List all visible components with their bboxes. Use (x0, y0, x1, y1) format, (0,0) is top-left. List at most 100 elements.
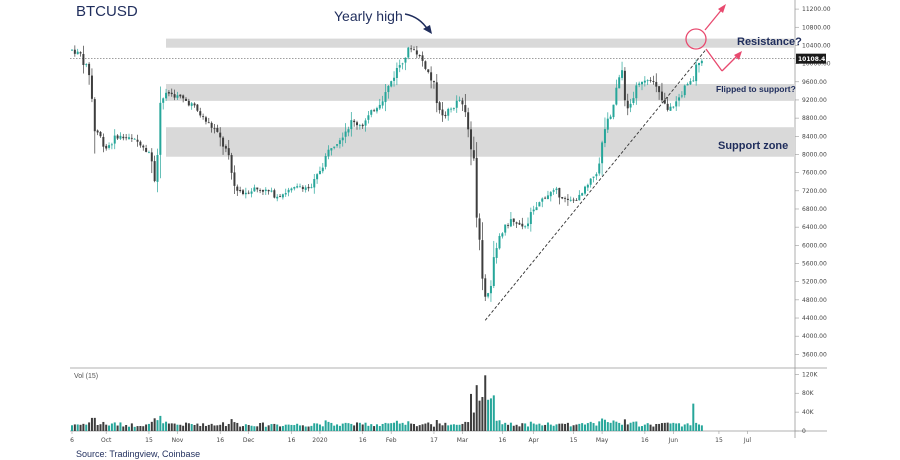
volume-bar (680, 426, 683, 431)
price-tick-label: 7200.00 (802, 188, 827, 195)
volume-bar (182, 425, 185, 431)
candle-body (122, 136, 125, 139)
candle-body (421, 55, 424, 61)
volume-bar (370, 424, 373, 431)
candle-body (652, 81, 655, 82)
candle-body (299, 186, 301, 188)
candle-body (535, 207, 538, 211)
time-tick-label: May (596, 437, 609, 444)
volume-bar (261, 422, 264, 431)
candle-body (256, 187, 259, 190)
volume-bar (663, 422, 666, 431)
candle-body (244, 192, 247, 195)
candle-body (105, 145, 108, 149)
candle-body (162, 98, 165, 103)
volume-bar (159, 415, 162, 431)
volume-bar (327, 421, 330, 431)
time-tick-label: Apr (529, 437, 540, 444)
candle-body (185, 98, 187, 101)
candle-body (692, 80, 695, 82)
candle-body (207, 122, 210, 124)
candle-body (145, 148, 148, 152)
candle-body (410, 48, 413, 50)
volume-bar (85, 424, 88, 431)
volume-bar (204, 425, 207, 431)
candle-body (136, 139, 139, 142)
volume-bar (108, 425, 111, 431)
time-tick-label: Nov (172, 437, 184, 444)
candle-body (130, 137, 133, 139)
time-tick-label: Mar (457, 437, 469, 444)
volume-bar (310, 425, 313, 431)
volume-bar (356, 422, 358, 431)
volume-bar (564, 423, 567, 431)
volume-bar (472, 412, 475, 431)
volume-bar (558, 423, 561, 431)
candle-body (90, 75, 93, 99)
candle-body (96, 130, 99, 133)
candle-body (296, 186, 299, 188)
candle-body (680, 95, 683, 97)
candle-body (609, 116, 612, 119)
volume-bar (341, 423, 344, 431)
candle-body (623, 70, 626, 101)
candle-body (538, 202, 541, 207)
volume-bar (145, 424, 148, 431)
zone-resistance (166, 38, 795, 48)
candle-body (110, 144, 113, 146)
volume-bar (549, 424, 552, 431)
volume-bar (692, 403, 695, 431)
volume-bar (660, 423, 663, 431)
candle-body (427, 69, 430, 73)
candle-body (398, 65, 401, 68)
candle-body (378, 104, 381, 109)
volume-bar (239, 426, 242, 431)
candle-body (586, 184, 589, 188)
candle-body (253, 187, 256, 192)
volume-bar (71, 425, 73, 431)
yearly-high-label: Yearly high (334, 8, 403, 24)
time-tick-label: Dec (243, 437, 255, 444)
volume-bar (179, 424, 182, 431)
candle-body (481, 240, 484, 279)
candle-body (358, 125, 361, 127)
candle-body (204, 117, 207, 122)
candle-body (629, 103, 632, 108)
volume-tick-label: 120K (802, 371, 818, 378)
candle-body (187, 100, 190, 106)
volume-bar (350, 423, 353, 431)
price-tick-label: 10400.00 (802, 42, 831, 49)
volume-bar (612, 420, 615, 431)
candle-body (199, 111, 202, 116)
volume-bar (244, 424, 247, 431)
volume-bar (76, 424, 79, 431)
volume-bar (481, 397, 484, 431)
candle-body (424, 61, 427, 69)
volume-bar (130, 423, 133, 431)
candle-body (524, 226, 527, 228)
candle-body (213, 128, 216, 130)
volume-bar (361, 424, 364, 431)
yearly-high-arrowhead (423, 25, 432, 34)
volume-bar (632, 421, 635, 431)
breakout-up-arrowhead (718, 4, 726, 13)
candle-body (464, 105, 467, 113)
volume-bar (515, 424, 518, 431)
candle-body (601, 142, 604, 164)
volume-bar (170, 423, 173, 431)
candle-body (452, 108, 455, 110)
candle-body (281, 194, 284, 198)
candle-body (641, 81, 643, 85)
candle-body (515, 222, 518, 224)
candle-body (584, 186, 586, 194)
candle-body (375, 108, 378, 112)
volume-bar (683, 424, 686, 431)
volume-bar (299, 425, 301, 431)
candle-body (170, 92, 173, 95)
volume-bar (378, 426, 381, 431)
volume-bar (358, 422, 361, 431)
price-tick-label: 6800.00 (802, 206, 827, 213)
volume-bar (447, 425, 450, 431)
volume-bar (643, 424, 646, 431)
